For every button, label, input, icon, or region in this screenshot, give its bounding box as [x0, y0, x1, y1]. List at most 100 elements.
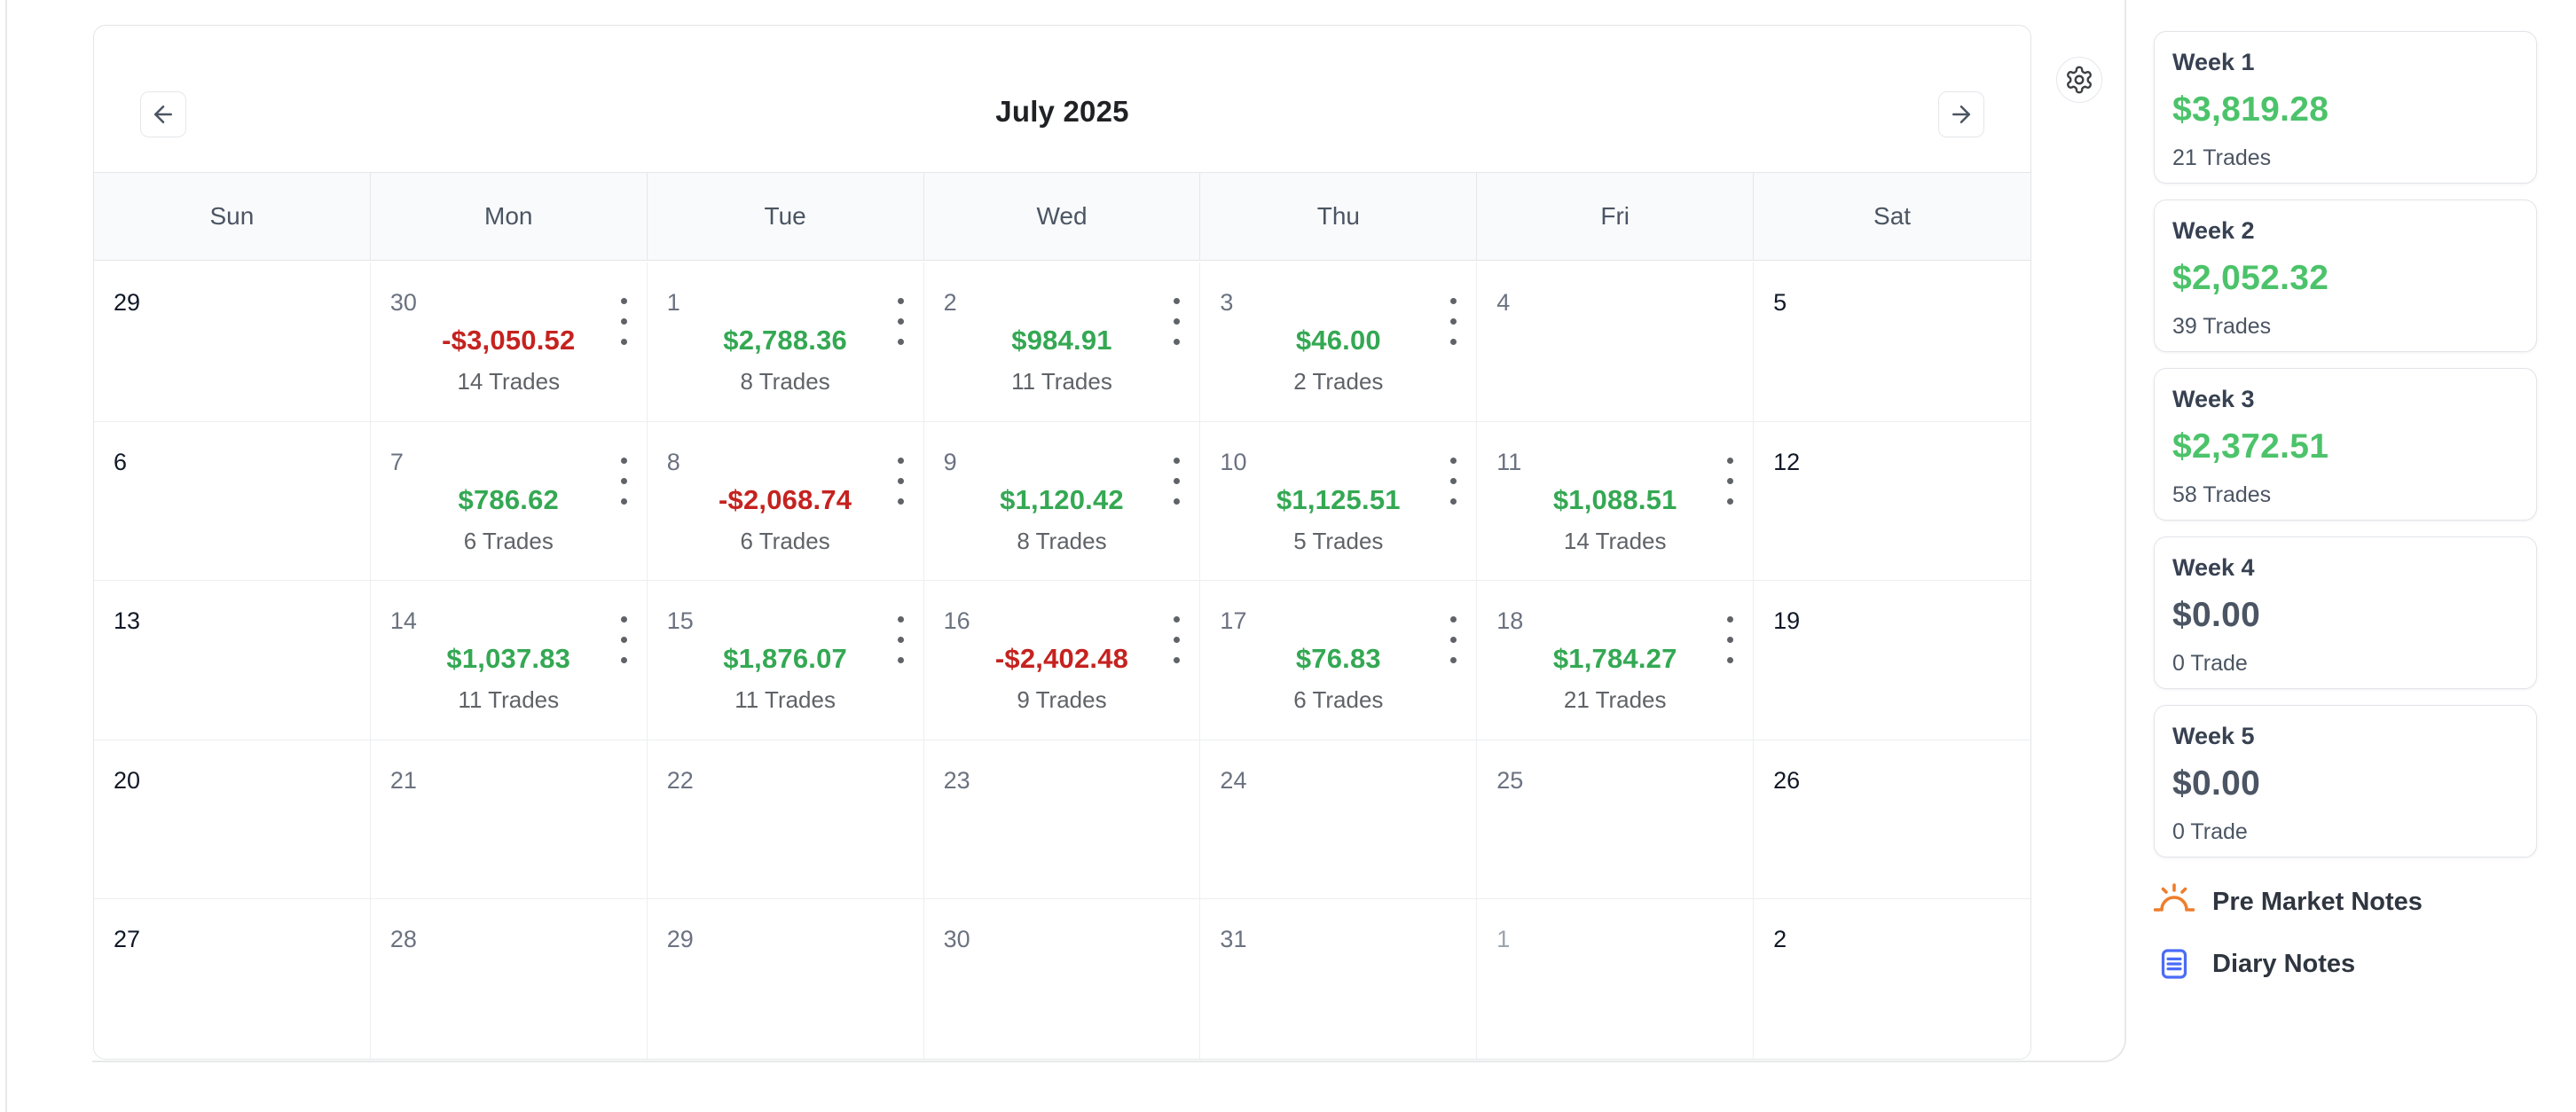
week-label: Week 3	[2172, 386, 2255, 412]
kebab-menu-icon[interactable]	[894, 454, 907, 508]
day-cell[interactable]: 8 -$2,068.74 6 Trades	[647, 421, 924, 582]
day-cell[interactable]: 23	[923, 740, 1201, 900]
day-cell[interactable]: 1	[1477, 899, 1755, 1059]
day-number: 23	[943, 766, 970, 794]
day-number: 31	[1220, 926, 1247, 953]
day-number: 21	[389, 766, 417, 794]
kebab-menu-icon[interactable]	[1724, 454, 1737, 508]
kebab-menu-icon[interactable]	[894, 613, 907, 667]
trade-count: 14 Trades	[457, 368, 561, 395]
day-cell[interactable]: 2	[1754, 899, 2030, 1059]
day-cell[interactable]: 12	[1754, 421, 2030, 582]
week-summary-card: Week 5 $0.00 0 Trade	[2154, 705, 2537, 857]
week-trade-count: 39 Trades	[2172, 314, 2272, 339]
kebab-menu-icon[interactable]	[1447, 454, 1460, 508]
day-number: 17	[1220, 607, 1247, 635]
day-cell[interactable]: 29	[647, 899, 924, 1059]
day-cell[interactable]: 30 -$3,050.52 14 Trades	[370, 262, 648, 422]
day-cell[interactable]: 5	[1754, 262, 2030, 422]
pre-market-notes-link[interactable]: Pre Market Notes	[2154, 877, 2537, 927]
week-summary-card: Week 2 $2,052.32 39 Trades	[2154, 200, 2537, 352]
day-of-week-label: Thu	[1200, 173, 1478, 260]
day-cell[interactable]: 22	[647, 740, 924, 900]
day-cell[interactable]: 20	[94, 740, 371, 900]
trade-count: 6 Trades	[740, 527, 830, 554]
day-cell[interactable]: 19	[1754, 581, 2030, 740]
day-cell[interactable]: 14 $1,037.83 11 Trades	[370, 581, 648, 740]
day-cell[interactable]: 31	[1200, 899, 1478, 1059]
day-number: 19	[1773, 607, 1801, 635]
day-cell[interactable]: 2 $984.91 11 Trades	[923, 262, 1201, 422]
day-number: 5	[1773, 289, 1787, 316]
trade-count: 14 Trades	[1563, 527, 1667, 554]
week-pnl-value: $0.00	[2172, 596, 2261, 634]
pnl-value: $1,088.51	[1552, 483, 1677, 515]
kebab-menu-icon[interactable]	[1447, 613, 1460, 667]
trade-count: 2 Trades	[1293, 368, 1384, 395]
kebab-menu-icon[interactable]	[1170, 454, 1183, 508]
day-cell[interactable]: 17 $76.83 6 Trades	[1200, 581, 1478, 740]
day-cell[interactable]: 29	[94, 262, 371, 422]
kebab-menu-icon[interactable]	[1724, 613, 1737, 667]
day-number: 1	[666, 289, 680, 316]
day-cell[interactable]: 16 -$2,402.48 9 Trades	[923, 581, 1201, 740]
pnl-value: $76.83	[1295, 643, 1381, 675]
previous-month-button[interactable]	[140, 91, 186, 137]
week-label: Week 4	[2172, 554, 2255, 581]
day-cell[interactable]: 15 $1,876.07 11 Trades	[647, 581, 924, 740]
diary-notes-icon	[2154, 948, 2195, 980]
day-cell[interactable]: 28	[370, 899, 648, 1059]
week-trade-count: 58 Trades	[2172, 482, 2272, 507]
day-number: 28	[389, 926, 417, 953]
settings-button[interactable]	[2056, 57, 2102, 103]
pnl-value: -$2,068.74	[719, 483, 852, 515]
day-number: 22	[666, 766, 694, 794]
day-number: 3	[1220, 289, 1234, 316]
day-cell[interactable]: 7 $786.62 6 Trades	[370, 421, 648, 582]
trade-count: 8 Trades	[740, 368, 830, 395]
day-number: 29	[114, 289, 141, 316]
kebab-menu-icon[interactable]	[617, 294, 631, 348]
kebab-menu-icon[interactable]	[617, 613, 631, 667]
day-number: 6	[114, 448, 128, 475]
pnl-value: $1,784.27	[1552, 643, 1677, 675]
day-cell[interactable]: 11 $1,088.51 14 Trades	[1477, 421, 1755, 582]
next-month-button[interactable]	[1938, 91, 1984, 137]
pnl-value: -$2,402.48	[994, 643, 1129, 675]
day-cell[interactable]: 3 $46.00 2 Trades	[1200, 262, 1478, 422]
day-cell[interactable]: 10 $1,125.51 5 Trades	[1200, 421, 1478, 582]
day-cell[interactable]: 13	[94, 581, 371, 740]
pre-market-notes-label: Pre Market Notes	[2212, 887, 2423, 916]
pnl-value: $1,037.83	[446, 643, 571, 675]
day-number: 24	[1220, 766, 1247, 794]
day-cell[interactable]: 18 $1,784.27 21 Trades	[1477, 581, 1755, 740]
page-left-border	[5, 0, 7, 1112]
day-cell[interactable]: 26	[1754, 740, 2030, 900]
diary-notes-link[interactable]: Diary Notes	[2154, 939, 2537, 989]
day-cell[interactable]: 21	[370, 740, 648, 900]
week-trade-count: 0 Trade	[2172, 819, 2248, 844]
weekly-summary-panel: Week 1 $3,819.28 21 Trades Week 2 $2,052.32 3…	[2154, 31, 2537, 989]
day-cell[interactable]: 25	[1477, 740, 1755, 900]
day-number: 2	[943, 289, 957, 316]
day-cell[interactable]: 9 $1,120.42 8 Trades	[923, 421, 1201, 582]
week-trade-count: 21 Trades	[2172, 145, 2272, 170]
notes-links: Pre Market Notes Diary Notes	[2154, 877, 2537, 989]
day-cell[interactable]: 4	[1477, 262, 1755, 422]
kebab-menu-icon[interactable]	[1170, 613, 1183, 667]
trade-count: 9 Trades	[1017, 686, 1107, 714]
day-cell[interactable]: 24	[1200, 740, 1478, 900]
day-cell[interactable]: 1 $2,788.36 8 Trades	[647, 262, 924, 422]
kebab-menu-icon[interactable]	[894, 294, 907, 348]
pnl-value: $984.91	[1011, 325, 1112, 356]
day-cell[interactable]: 30	[923, 899, 1201, 1059]
day-cell[interactable]: 27	[94, 899, 371, 1059]
kebab-menu-icon[interactable]	[1170, 294, 1183, 348]
day-number: 18	[1496, 607, 1524, 635]
kebab-menu-icon[interactable]	[617, 454, 631, 508]
trade-count: 11 Trades	[1011, 368, 1112, 395]
day-number: 10	[1220, 448, 1247, 475]
day-cell[interactable]: 6	[94, 421, 371, 582]
kebab-menu-icon[interactable]	[1447, 294, 1460, 348]
day-number: 8	[666, 448, 680, 475]
